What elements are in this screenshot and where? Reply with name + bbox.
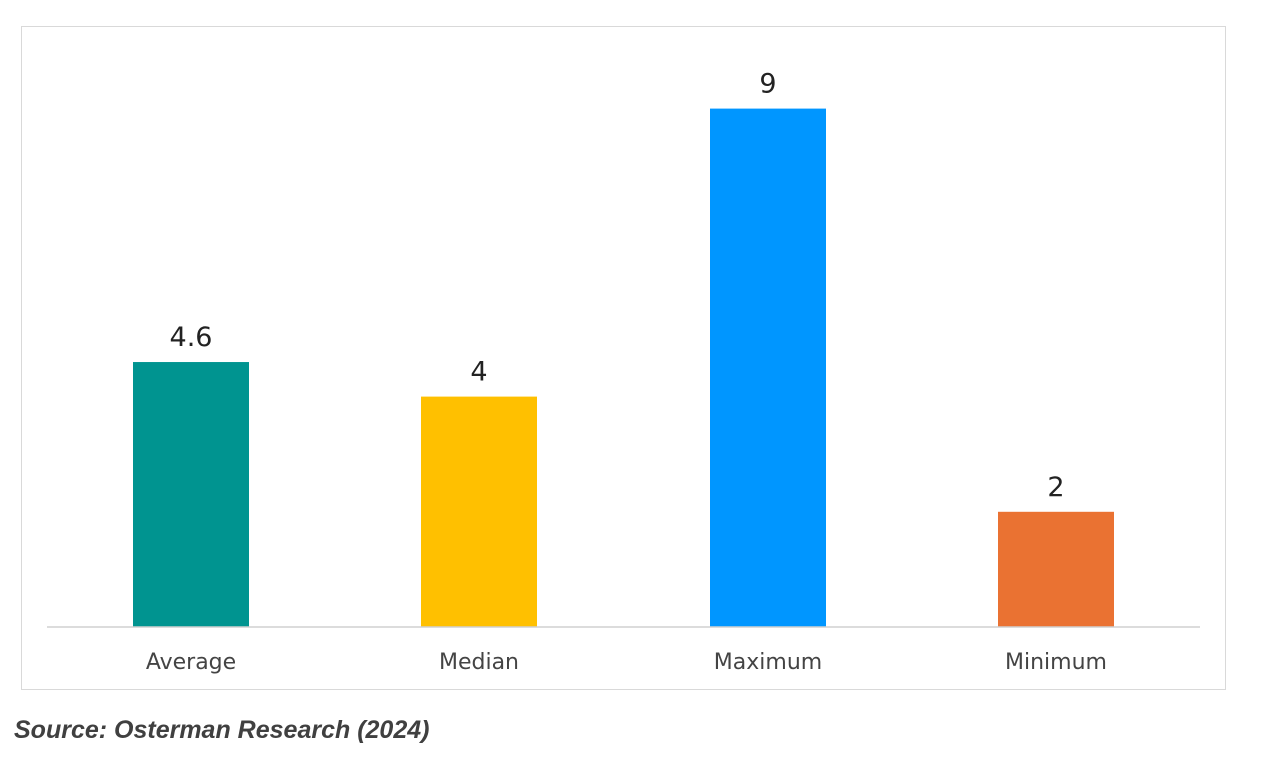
data-label-maximum: 9 (759, 69, 776, 100)
category-label-median: Median (439, 650, 519, 675)
category-label-minimum: Minimum (1005, 650, 1107, 675)
bar-average (133, 362, 249, 627)
category-label-maximum: Maximum (714, 650, 822, 675)
bar-minimum (998, 511, 1114, 627)
source-note: Source: Osterman Research (2024) (14, 716, 430, 744)
labels-layer: 4.6 Average 4 Median 9 Maximum 2 Minimum (146, 69, 1107, 675)
bar-maximum (710, 108, 826, 628)
bars-layer (133, 108, 1114, 628)
bar-median (421, 396, 537, 627)
data-label-median: 4 (470, 357, 487, 388)
category-label-average: Average (146, 650, 236, 675)
data-label-minimum: 2 (1047, 472, 1064, 503)
data-label-average: 4.6 (170, 322, 213, 353)
